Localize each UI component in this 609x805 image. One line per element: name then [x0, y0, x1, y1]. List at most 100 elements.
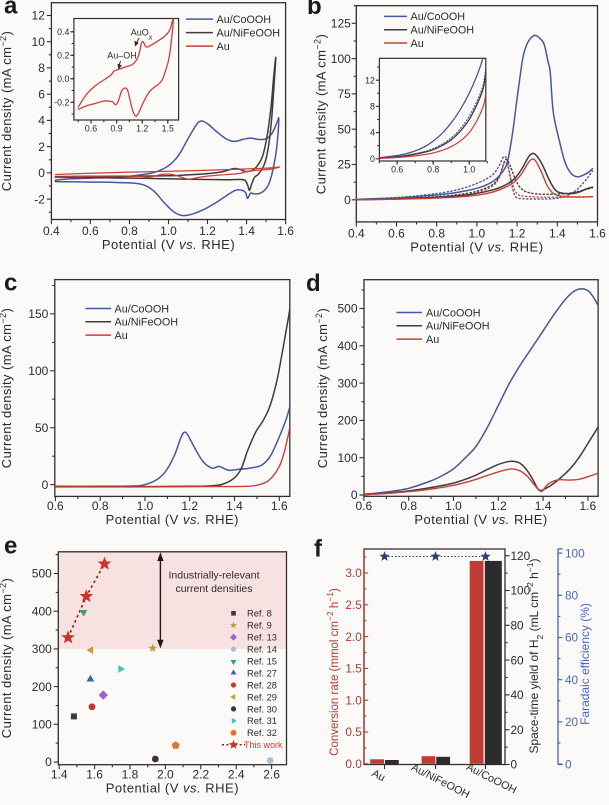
svg-text:Conversion rate (mmol cm−2 h−1: Conversion rate (mmol cm−2 h−1) [325, 588, 341, 756]
svg-text:Au/CoOOH: Au/CoOOH [115, 303, 170, 315]
svg-text:0.8: 0.8 [121, 224, 138, 238]
svg-text:3.0: 3.0 [345, 566, 362, 580]
svg-text:This work: This work [244, 740, 283, 750]
svg-text:1.0: 1.0 [345, 693, 362, 707]
svg-text:-2: -2 [34, 192, 45, 206]
svg-text:8: 8 [38, 61, 45, 75]
svg-text:4: 4 [370, 128, 375, 138]
svg-text:0.0: 0.0 [345, 757, 362, 771]
svg-text:100: 100 [331, 52, 351, 66]
svg-text:f: f [314, 536, 323, 563]
svg-text:Potential (V vs. RHE): Potential (V vs. RHE) [106, 512, 239, 527]
svg-text:0: 0 [511, 758, 518, 772]
svg-text:Au–OH: Au–OH [107, 51, 137, 61]
svg-text:2.4: 2.4 [228, 768, 245, 782]
svg-text:0.8: 0.8 [400, 499, 417, 513]
svg-text:0: 0 [351, 488, 358, 502]
svg-text:100: 100 [565, 546, 585, 560]
svg-text:0.8: 0.8 [92, 499, 109, 513]
svg-text:0.2: 0.2 [57, 50, 69, 60]
svg-text:200: 200 [32, 680, 52, 694]
svg-text:4: 4 [38, 114, 45, 128]
svg-text:Au/NiFeOOH: Au/NiFeOOH [426, 321, 490, 333]
svg-text:Au/CoOOH: Au/CoOOH [426, 307, 481, 319]
svg-text:0: 0 [565, 757, 572, 771]
svg-text:0.4: 0.4 [43, 224, 60, 238]
svg-text:50: 50 [35, 421, 49, 435]
svg-text:-0.2: -0.2 [54, 97, 69, 107]
svg-text:1.0: 1.0 [469, 227, 486, 241]
svg-text:1.0: 1.0 [160, 224, 177, 238]
svg-text:100: 100 [511, 584, 531, 598]
svg-text:Ref. 13: Ref. 13 [247, 633, 277, 643]
svg-text:80: 80 [565, 589, 579, 603]
svg-text:0: 0 [370, 154, 375, 164]
svg-text:2.0: 2.0 [157, 768, 174, 782]
svg-text:c: c [4, 270, 17, 297]
svg-text:400: 400 [337, 339, 357, 353]
svg-text:20: 20 [565, 715, 579, 729]
svg-text:1.8: 1.8 [122, 768, 139, 782]
svg-text:75: 75 [337, 87, 351, 101]
svg-text:2.6: 2.6 [263, 768, 280, 782]
svg-text:Au/NiFeOOH: Au/NiFeOOH [115, 317, 179, 329]
svg-text:125: 125 [331, 17, 351, 31]
svg-text:Ref. 29: Ref. 29 [247, 692, 277, 702]
svg-text:1.6: 1.6 [86, 768, 103, 782]
svg-text:300: 300 [32, 642, 52, 656]
svg-text:0.6: 0.6 [391, 165, 403, 175]
svg-text:1.4: 1.4 [549, 227, 566, 241]
svg-text:1.2: 1.2 [509, 227, 526, 241]
svg-text:0.0: 0.0 [57, 74, 69, 84]
svg-text:1.0: 1.0 [137, 499, 154, 513]
svg-text:2: 2 [38, 140, 45, 154]
svg-text:100: 100 [32, 718, 52, 732]
svg-text:2.2: 2.2 [192, 768, 209, 782]
svg-text:2.0: 2.0 [345, 630, 362, 644]
svg-text:60: 60 [565, 631, 579, 645]
svg-text:current densities: current densities [175, 583, 252, 595]
svg-text:40: 40 [565, 673, 579, 687]
svg-text:1.5: 1.5 [162, 124, 174, 134]
svg-text:12: 12 [365, 75, 375, 85]
svg-text:100: 100 [337, 451, 357, 465]
svg-text:Potential (V vs. RHE): Potential (V vs. RHE) [106, 781, 239, 796]
svg-text:0.8: 0.8 [428, 227, 445, 241]
svg-text:Ref. 30: Ref. 30 [247, 704, 277, 714]
svg-text:25: 25 [337, 158, 351, 172]
svg-text:200: 200 [337, 414, 357, 428]
svg-text:Au: Au [411, 38, 424, 50]
svg-text:0.6: 0.6 [388, 227, 405, 241]
svg-text:6: 6 [38, 87, 45, 101]
svg-text:12: 12 [32, 9, 46, 23]
svg-text:Current density (mA cm−2): Current density (mA cm−2) [314, 308, 330, 468]
svg-text:Au: Au [217, 41, 230, 53]
svg-text:0: 0 [42, 478, 49, 492]
svg-text:1.6: 1.6 [271, 499, 288, 513]
svg-text:0.6: 0.6 [47, 499, 64, 513]
svg-text:1.6: 1.6 [277, 224, 294, 238]
svg-text:1.6: 1.6 [589, 227, 606, 241]
svg-text:10: 10 [32, 35, 46, 49]
svg-text:Space-time yield of H2 (mL cm−: Space-time yield of H2 (mL cm−2 h−1) [525, 558, 545, 753]
svg-text:1.2: 1.2 [181, 499, 198, 513]
svg-text:Ref. 32: Ref. 32 [247, 728, 277, 738]
svg-text:120: 120 [511, 549, 531, 563]
svg-text:Potential (V vs. RHE): Potential (V vs. RHE) [102, 237, 235, 252]
svg-text:80: 80 [511, 619, 525, 633]
svg-text:1.2: 1.2 [136, 124, 148, 134]
svg-text:b: b [307, 0, 322, 20]
svg-text:Au: Au [426, 334, 439, 346]
svg-text:1.4: 1.4 [238, 224, 255, 238]
svg-text:Current density (mA cm−2): Current density (mA cm−2) [0, 578, 14, 738]
svg-text:0.5: 0.5 [345, 725, 362, 739]
svg-text:Ref. 15: Ref. 15 [247, 657, 277, 667]
svg-text:1.4: 1.4 [226, 499, 243, 513]
svg-text:Au/CoOOH: Au/CoOOH [411, 11, 466, 23]
svg-text:20: 20 [511, 723, 525, 737]
svg-text:40: 40 [511, 688, 525, 702]
svg-text:0.6: 0.6 [85, 124, 97, 134]
svg-text:Ref. 8: Ref. 8 [247, 609, 272, 619]
svg-text:Ref. 28: Ref. 28 [247, 680, 277, 690]
svg-text:1.2: 1.2 [199, 224, 216, 238]
